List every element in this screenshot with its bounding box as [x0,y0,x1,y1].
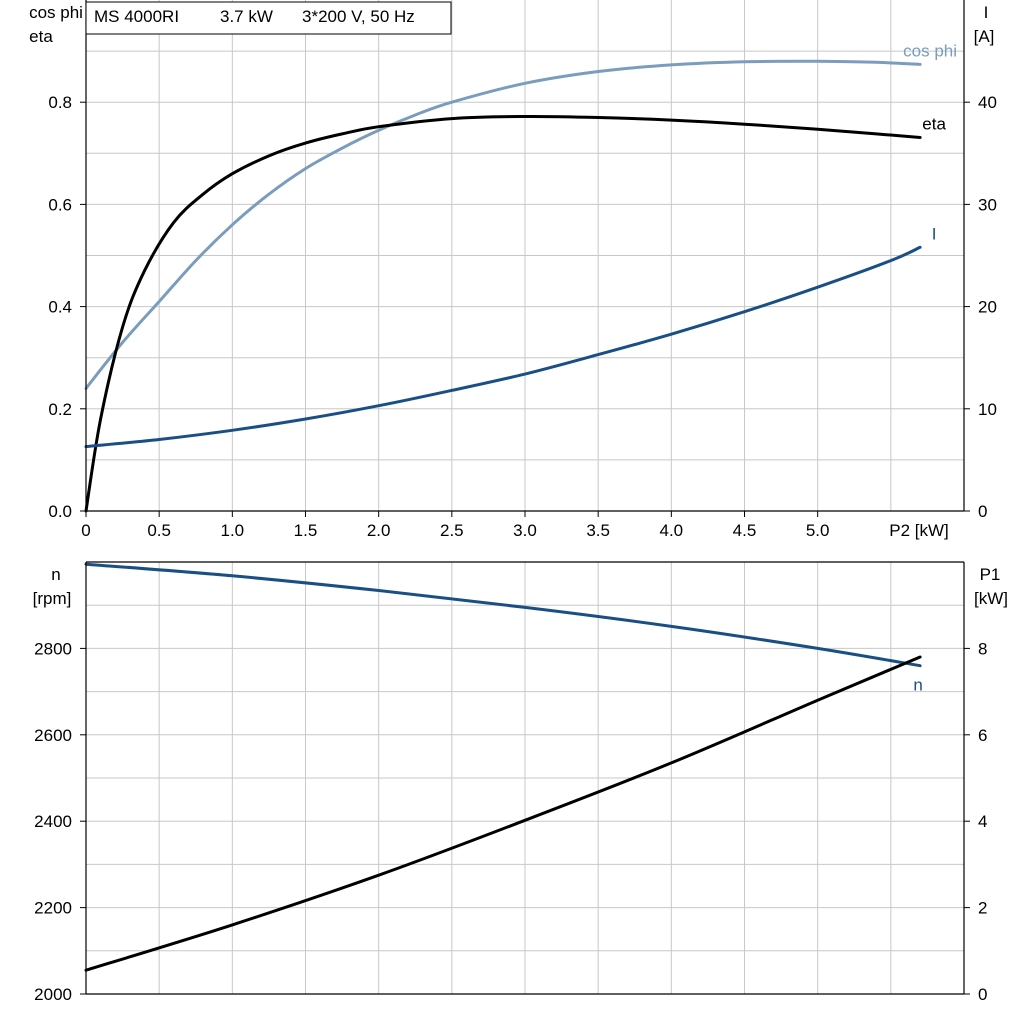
left-axis-title-line2: [rpm] [33,589,72,608]
left-tick-label: 0.4 [48,298,72,317]
right-tick-label: 0 [978,502,987,521]
x-tick-label: 4.5 [733,521,757,540]
right-tick-label: 10 [978,400,997,419]
left-tick-label: 0.0 [48,502,72,521]
right-axis-title-line2: [A] [974,27,995,46]
left-tick-label: 2000 [34,985,72,1004]
right-tick-label: 8 [978,639,987,658]
left-axis-title-line2: eta [29,27,53,46]
x-tick-label: 4.0 [660,521,684,540]
right-axis-title-line1: P1 [980,565,1001,584]
right-tick-label: 0 [978,985,987,1004]
right-tick-label: 2 [978,899,987,918]
left-tick-label: 2200 [34,899,72,918]
series-line-i [84,245,922,449]
right-tick-label: 40 [978,93,997,112]
x-tick-label: 2.0 [367,521,391,540]
x-tick-label: 3.0 [513,521,537,540]
x-tick-label: 1.0 [221,521,245,540]
x-tick-label: 5.0 [806,521,830,540]
x-tick-label: 3.5 [586,521,610,540]
header-supply: 3*200 V, 50 Hz [302,7,415,26]
x-axis-title: P2 [kW] [889,521,949,540]
series-layer [84,59,922,972]
left-tick-label: 2400 [34,812,72,831]
series-label-eta: eta [922,114,946,133]
header-power: 3.7 kW [220,7,273,26]
right-axis-title-line1: I [984,3,989,22]
x-tick-label: 0.5 [147,521,171,540]
left-tick-label: 2600 [34,726,72,745]
series-line-n [84,562,922,668]
series-line-cos-phi [84,59,922,390]
right-axis-title-line2: [kW] [974,589,1008,608]
series-label-cos-phi: cos phi [903,41,957,60]
right-tick-label: 4 [978,812,987,831]
left-axis-title-line1: n [51,565,60,584]
x-tick-label: 1.5 [294,521,318,540]
left-tick-label: 2800 [34,639,72,658]
left-tick-label: 0.2 [48,400,72,419]
series-line-eta [84,114,922,513]
series-line-p1 [84,655,922,972]
x-tick-label: 2.5 [440,521,464,540]
right-tick-label: 20 [978,298,997,317]
header-box: MS 4000RI 3.7 kW 3*200 V, 50 Hz [85,1,452,35]
right-tick-label: 30 [978,195,997,214]
series-label-i: I [932,224,937,243]
left-tick-label: 0.8 [48,93,72,112]
series-label-n: n [913,676,922,695]
x-tick-label: 0 [81,521,90,540]
left-tick-label: 0.6 [48,195,72,214]
grid-layer [86,0,964,994]
header-model: MS 4000RI [94,7,179,26]
right-tick-label: 6 [978,726,987,745]
frame-layer [80,0,970,995]
left-axis-title-line1: cos phi [29,3,83,22]
